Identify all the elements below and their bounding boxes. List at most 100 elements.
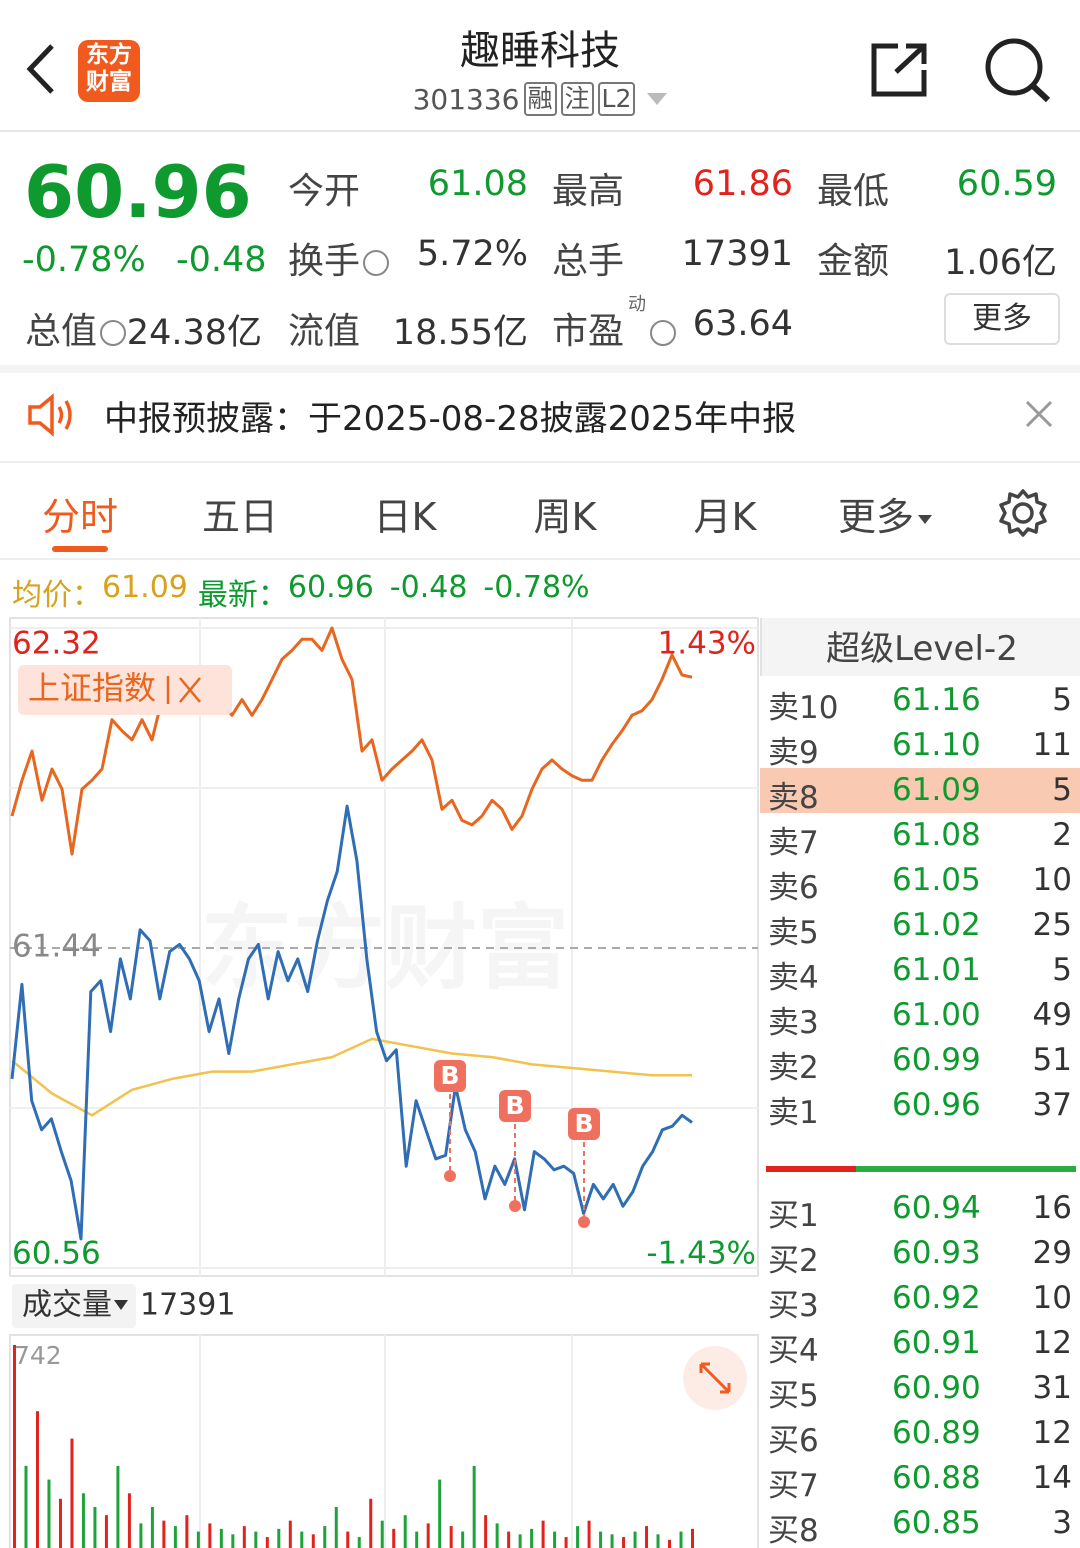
settings-button[interactable] — [998, 488, 1048, 538]
volume-bar — [622, 1537, 626, 1548]
volume-bar — [645, 1526, 649, 1548]
book-price: 60.91 — [892, 1325, 981, 1361]
marker-dot — [578, 1216, 590, 1228]
pe-tag: 动 — [628, 294, 646, 315]
book-side: 卖1 — [768, 1095, 819, 1131]
summary-row: 均价： 61.09 最新： 60.96 -0.48 -0.78% — [12, 570, 590, 614]
book-side: 卖9 — [768, 735, 819, 771]
volume-bar — [70, 1438, 74, 1548]
book-price: 61.01 — [892, 952, 981, 988]
volume-bar — [587, 1520, 591, 1548]
book-row: 卖7 61.08 2 — [760, 813, 1080, 861]
last-value: 60.96 — [287, 570, 374, 605]
volume-bar — [438, 1479, 442, 1548]
y-tick-label: 62.32 — [12, 626, 101, 662]
volume-bar — [530, 1528, 534, 1548]
book-price: 60.93 — [892, 1235, 981, 1271]
stat-value: 17391 — [681, 234, 793, 274]
header: 东方财富 趣睡科技 301336 融注 L2 — [0, 0, 1080, 132]
code-row: 301336 融注 L2 — [0, 82, 1080, 116]
last-price: 60.96 — [24, 150, 252, 234]
volume-dropdown — [114, 1300, 128, 1310]
logo-text: 东方财富 — [86, 42, 132, 95]
marker-badge — [434, 1060, 466, 1092]
marker-label: B — [574, 1109, 593, 1138]
tab[interactable]: 月K — [693, 495, 757, 539]
volume-bar — [150, 1506, 154, 1548]
search-button[interactable] — [982, 36, 1054, 104]
index-name: 上证指数 — [28, 669, 156, 707]
book-price: 60.99 — [892, 1042, 981, 1078]
book-side: 卖3 — [768, 1005, 819, 1041]
stock-code: 301336 — [412, 82, 520, 116]
book-side: 买3 — [768, 1288, 819, 1324]
book-qty: 14 — [1032, 1460, 1072, 1496]
stat-value: 60.59 — [956, 164, 1057, 204]
avg-label: 均价： — [12, 578, 102, 613]
book-price: 60.90 — [892, 1370, 981, 1406]
pct-tick-label: -1.43% — [646, 1236, 756, 1272]
volume-bar — [679, 1531, 683, 1548]
quote-panel: 60.96 -0.78% -0.48 更多 今开 61.08 最高 61.86 最低 60… — [0, 132, 1080, 365]
change: -0.48 — [176, 240, 267, 280]
marker-label: B — [505, 1091, 524, 1120]
book-qty: 31 — [1032, 1370, 1072, 1406]
share-button[interactable] — [868, 40, 932, 100]
tab[interactable]: 五日 — [201, 495, 278, 539]
volume-bar — [162, 1520, 166, 1548]
book-side: 卖4 — [768, 960, 819, 996]
stat-label: 今开 — [288, 171, 361, 212]
book-row: 卖2 60.99 51 — [760, 1038, 1080, 1086]
logo[interactable] — [78, 40, 140, 102]
volume-bar — [495, 1523, 499, 1548]
book-side: 买2 — [768, 1243, 819, 1279]
tab[interactable]: 分时 — [41, 495, 118, 539]
close-notice[interactable] — [1024, 399, 1054, 429]
marker-badge — [568, 1108, 600, 1140]
book-row: 买5 60.90 31 — [760, 1366, 1080, 1414]
volume-bar — [173, 1526, 177, 1548]
book-row: 卖9 61.10 11 — [760, 723, 1080, 771]
index-close — [166, 676, 201, 704]
book-row: 卖5 61.02 25 — [760, 903, 1080, 951]
marker-badge — [499, 1090, 531, 1122]
volume-bar — [24, 1465, 28, 1548]
book-qty: 10 — [1032, 862, 1072, 898]
stat-value: 61.08 — [427, 164, 528, 204]
book-split-green — [856, 1166, 1076, 1172]
index-tag — [18, 665, 232, 715]
tab[interactable]: 更多 — [805, 486, 965, 541]
book-side: 卖10 — [768, 690, 839, 726]
change-pct: -0.78% — [22, 240, 146, 280]
book-row: 卖6 61.05 10 — [760, 858, 1080, 906]
stat-label: 最高 — [552, 171, 625, 212]
book-qty: 51 — [1032, 1042, 1072, 1078]
book-qty: 37 — [1032, 1087, 1072, 1123]
book-price: 61.02 — [892, 907, 981, 943]
index-line — [10, 626, 693, 856]
notice-text[interactable]: 中报预披露：于2025-08-28披露2025年中报 — [104, 399, 797, 439]
stock-title: 趣睡科技 — [460, 28, 620, 74]
volume-bar — [656, 1534, 660, 1548]
book-side: 卖6 — [768, 870, 819, 906]
volume-bar — [346, 1531, 350, 1548]
notice-bar: 中报预披露：于2025-08-28披露2025年中报 — [0, 373, 1080, 463]
volume-label-box — [12, 1284, 136, 1328]
last-label: 最新： — [197, 578, 288, 613]
volume-total: 17391 — [140, 1288, 235, 1323]
book-price: 61.08 — [892, 817, 981, 853]
volume-bar — [323, 1526, 327, 1548]
more-button[interactable]: 更多 — [944, 293, 1060, 345]
stat-value: 5.72% — [416, 234, 528, 274]
book-price: 61.05 — [892, 862, 981, 898]
tab[interactable]: 日K — [373, 495, 437, 539]
divider — [0, 365, 1080, 373]
volume-tick-label: 742 — [14, 1341, 62, 1370]
book-price: 61.00 — [892, 997, 981, 1033]
tab[interactable]: 周K — [533, 495, 597, 539]
stat-value: 18.55亿 — [392, 313, 528, 353]
volume-bar — [403, 1515, 407, 1548]
book-qty: 12 — [1032, 1415, 1072, 1451]
back-button[interactable] — [20, 42, 60, 96]
book-qty: 3 — [1052, 1505, 1072, 1541]
